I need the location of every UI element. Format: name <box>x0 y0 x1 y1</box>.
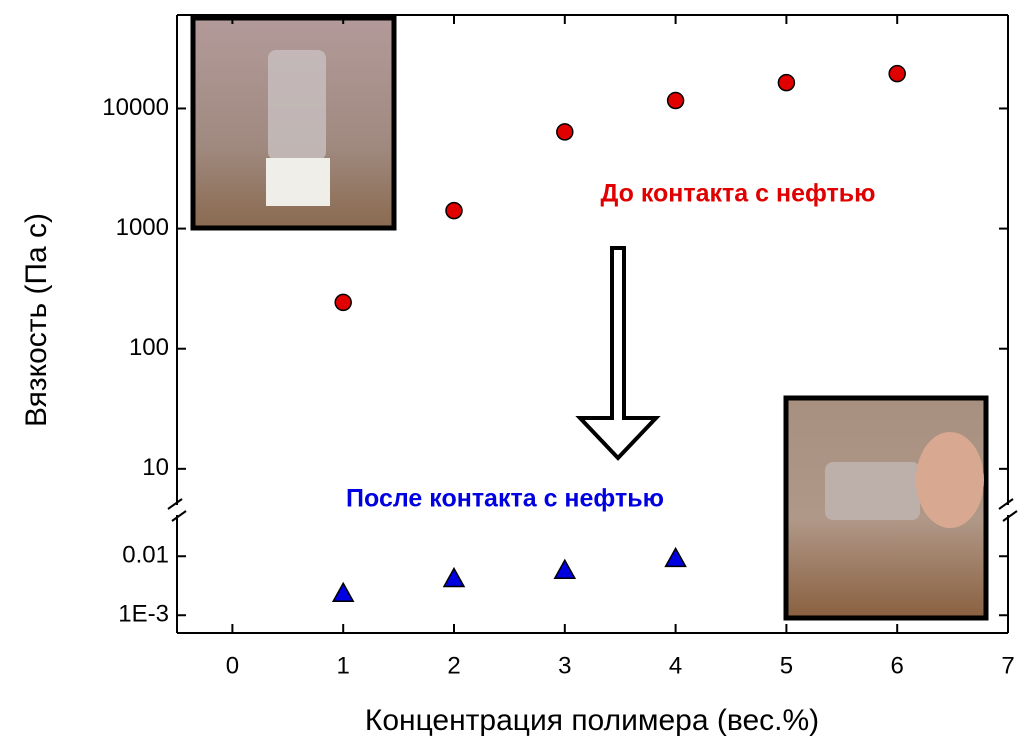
x-tick-label: 7 <box>1001 652 1014 679</box>
point <box>333 583 353 601</box>
page: {"chart_data": {"type": "scatter", "xlab… <box>0 0 1023 750</box>
point <box>557 124 573 140</box>
axis-break <box>1003 511 1017 521</box>
x-tick-label: 3 <box>558 652 571 679</box>
x-tick-label: 0 <box>226 652 239 679</box>
photo-after <box>786 398 986 618</box>
photo-before <box>193 18 394 228</box>
point <box>889 66 905 82</box>
y-tick-label: 10000 <box>102 94 169 121</box>
x-tick-label: 4 <box>669 652 682 679</box>
x-tick-label: 6 <box>891 652 904 679</box>
point <box>446 203 462 219</box>
y-tick-label: 0.01 <box>122 542 169 569</box>
arrow <box>580 248 656 458</box>
y-axis-label: Вязкость (Па с) <box>20 213 53 427</box>
y-tick-label: 10 <box>142 454 169 481</box>
series-label: До контакта с нефтью <box>601 180 876 208</box>
series-label: После контакта с нефтью <box>346 485 664 513</box>
y-tick-label: 1E-3 <box>118 601 169 628</box>
point <box>666 548 686 566</box>
point <box>444 568 464 586</box>
point <box>668 93 684 109</box>
x-axis-label: Концентрация полимера (вес.%) <box>365 704 819 737</box>
chart: Концентрация полимера (вес.%) Вязкость (… <box>0 0 1023 750</box>
y-tick-label: 1000 <box>116 214 169 241</box>
y-tick-label: 100 <box>129 334 169 361</box>
point <box>335 294 351 310</box>
point <box>555 560 575 578</box>
axis-break <box>172 511 186 521</box>
x-tick-label: 2 <box>447 652 460 679</box>
point <box>778 75 794 91</box>
x-tick-label: 1 <box>337 652 350 679</box>
x-tick-label: 5 <box>780 652 793 679</box>
axis-break <box>999 499 1013 509</box>
axis-break <box>168 499 182 509</box>
